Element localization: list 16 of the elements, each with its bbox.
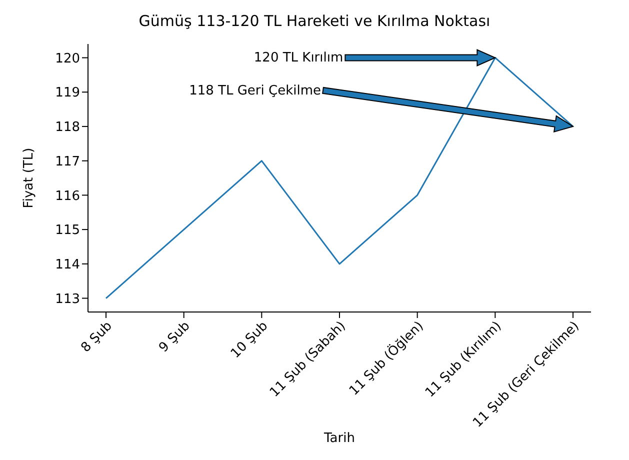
y-tick-label: 116: [55, 188, 80, 204]
x-axis-title: Tarih: [323, 431, 355, 446]
annotation: 118 TL Geri Çekilme: [189, 83, 321, 98]
annotation: 120 TL Kırılım: [254, 50, 344, 66]
x-tick-label: 8 Şub: [78, 318, 116, 356]
y-tick-label: 115: [55, 223, 80, 238]
y-tick-label: 117: [55, 154, 80, 170]
y-tick-label: 113: [55, 292, 80, 307]
x-tick-label: 9 Şub: [156, 318, 194, 356]
y-tick-label: 119: [55, 86, 80, 101]
x-tick-label: 10 Şub: [228, 318, 272, 362]
chart-title: Gümüş 113-120 TL Hareketi ve Kırılma Noktası: [138, 11, 492, 32]
y-tick-label: 118: [55, 120, 80, 136]
y-tick-label: 120: [55, 51, 80, 66]
y-axis-title: Fiyat (TL): [22, 148, 37, 208]
y-tick-label: 114: [55, 258, 80, 273]
